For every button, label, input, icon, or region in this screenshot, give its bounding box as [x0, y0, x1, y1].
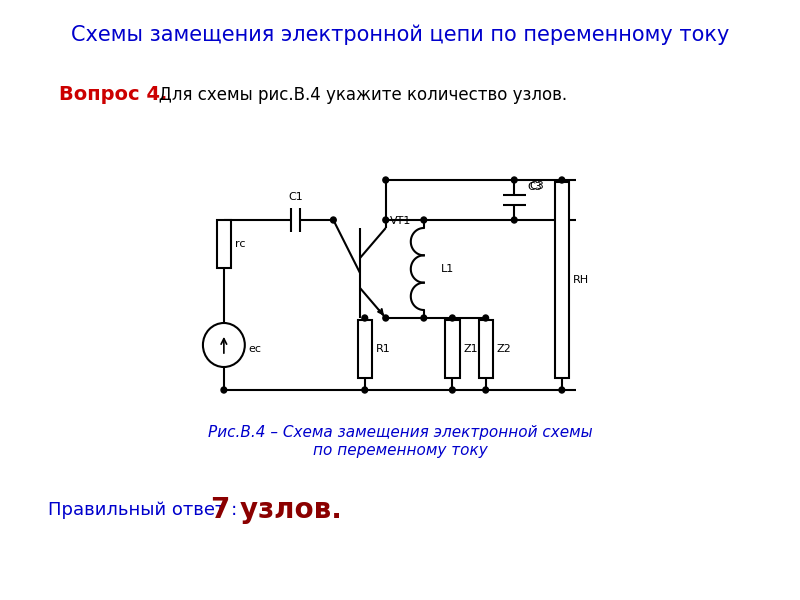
Text: RH: RH — [573, 275, 589, 285]
Text: Z1: Z1 — [463, 344, 478, 354]
Text: Схемы замещения электронной цепи по переменному току: Схемы замещения электронной цепи по пере… — [71, 25, 729, 45]
Text: VT1: VT1 — [390, 216, 411, 226]
Circle shape — [450, 387, 455, 393]
Text: rc: rc — [235, 239, 246, 249]
Circle shape — [511, 177, 517, 183]
Text: C3: C3 — [527, 182, 542, 192]
Circle shape — [221, 387, 226, 393]
Text: Рис.В.4 – Схема замещения электронной схемы: Рис.В.4 – Схема замещения электронной сх… — [208, 425, 592, 439]
Circle shape — [559, 387, 565, 393]
Text: 7 узлов.: 7 узлов. — [211, 496, 342, 524]
Circle shape — [421, 315, 426, 321]
Circle shape — [383, 315, 389, 321]
Text: Для схемы рис.В.4 укажите количество узлов.: Для схемы рис.В.4 укажите количество узл… — [143, 86, 567, 104]
Text: C1: C1 — [288, 192, 302, 202]
Circle shape — [362, 387, 368, 393]
Text: C3: C3 — [530, 181, 544, 191]
Bar — [217, 220, 231, 268]
Circle shape — [383, 217, 389, 223]
Text: R1: R1 — [376, 344, 390, 354]
Circle shape — [511, 217, 517, 223]
Circle shape — [421, 217, 426, 223]
Circle shape — [483, 315, 489, 321]
Text: Правильный ответ :: Правильный ответ : — [48, 501, 242, 519]
Text: L1: L1 — [441, 264, 454, 274]
Bar — [478, 320, 493, 378]
Bar — [554, 182, 569, 378]
Bar — [358, 320, 372, 378]
Circle shape — [483, 387, 489, 393]
Circle shape — [450, 315, 455, 321]
Circle shape — [362, 315, 368, 321]
Circle shape — [383, 177, 389, 183]
Text: Вопрос 4.: Вопрос 4. — [59, 85, 167, 104]
Text: ec: ec — [249, 344, 262, 354]
Text: Z2: Z2 — [497, 344, 511, 354]
Text: по переменному току: по переменному току — [313, 443, 487, 457]
Bar — [446, 320, 459, 378]
Circle shape — [330, 217, 336, 223]
Circle shape — [559, 177, 565, 183]
